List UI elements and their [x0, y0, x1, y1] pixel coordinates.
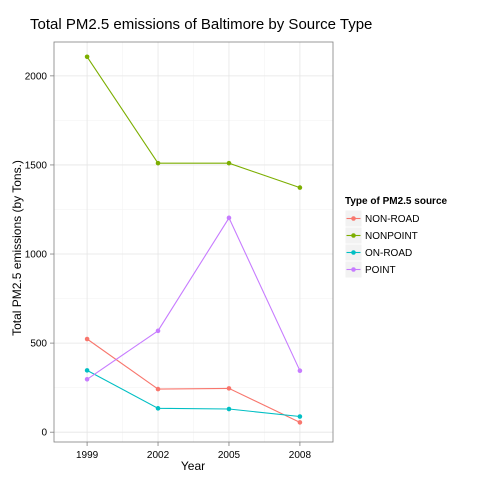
data-point-point [85, 377, 90, 382]
legend-key-point [351, 267, 356, 272]
plot-area: 0 500 1000 1500 2000 1999 2002 2005 2008 [25, 42, 333, 461]
data-point-on-road [298, 414, 303, 419]
legend: Type of PM2.5 source NON-ROAD NONPOINT ON-… [345, 196, 448, 278]
data-point-nonpoint [156, 161, 161, 166]
x-tick-label: 1999 [76, 450, 99, 461]
data-point-on-road [85, 368, 90, 373]
data-point-on-road [156, 406, 161, 411]
data-point-nonpoint [298, 185, 303, 190]
x-tick-label: 2008 [289, 450, 312, 461]
x-tick-label: 2002 [147, 450, 170, 461]
legend-label: NONPOINT [365, 231, 418, 242]
y-tick-label: 2000 [25, 71, 48, 82]
data-point-non-road [227, 386, 232, 391]
legend-key-point [351, 216, 356, 221]
data-point-nonpoint [85, 54, 90, 59]
y-tick-label: 500 [30, 339, 47, 350]
legend-key-point [351, 250, 356, 255]
legend-label: POINT [365, 265, 396, 276]
data-point-point [156, 329, 161, 334]
data-point-non-road [156, 387, 161, 392]
data-point-non-road [298, 420, 303, 425]
y-tick-label: 1000 [25, 250, 48, 261]
data-point-point [298, 368, 303, 373]
y-tick-label: 1500 [25, 160, 48, 171]
y-tick-label: 0 [41, 428, 47, 439]
data-point-nonpoint [227, 161, 232, 166]
data-point-on-road [227, 407, 232, 412]
data-point-point [227, 216, 232, 221]
legend-label: NON-ROAD [365, 214, 419, 225]
data-point-non-road [85, 337, 90, 342]
legend-label: ON-ROAD [365, 248, 412, 259]
legend-key-point [351, 233, 356, 238]
y-axis-label: Total PM2.5 emissions (by Tons.) [10, 160, 24, 336]
legend-title: Type of PM2.5 source [345, 196, 448, 207]
x-tick-label: 2005 [218, 450, 241, 461]
chart-title: Total PM2.5 emissions of Baltimore by So… [30, 16, 372, 33]
x-axis-label: Year [181, 459, 205, 473]
